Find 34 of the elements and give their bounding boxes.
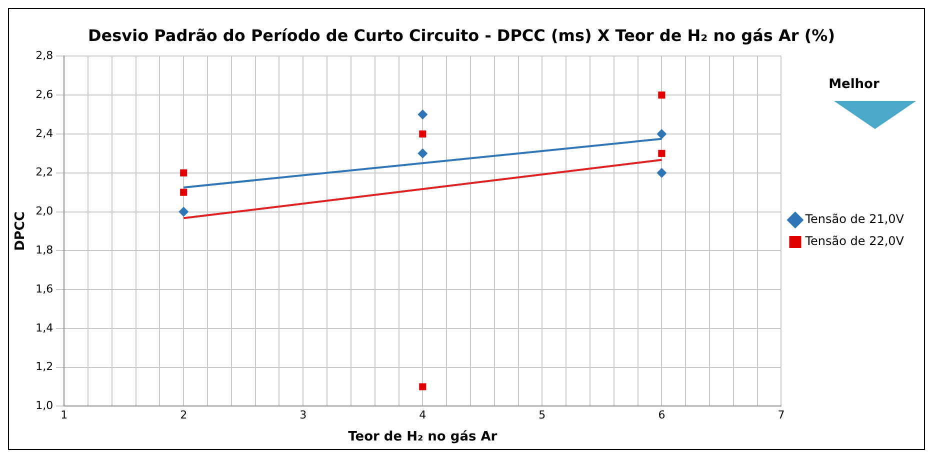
point	[419, 130, 426, 138]
point	[418, 110, 428, 120]
x-tick-label: 1	[60, 408, 68, 422]
y-tick-label: 1,2	[36, 360, 54, 374]
y-tick-label: 1,0	[36, 399, 54, 412]
x-axis-title: Teor de H₂ no gás Ar	[348, 430, 498, 445]
x-tick-label: 4	[419, 408, 426, 422]
point	[656, 128, 667, 139]
point	[418, 148, 428, 158]
x-tick-label: 6	[658, 408, 666, 422]
y-tick-label: 2,6	[36, 88, 54, 101]
legend-label: Tensão de 22,0V	[804, 234, 905, 248]
legend-label: Tensão de 21,0V	[804, 212, 905, 226]
point	[658, 92, 666, 99]
x-tick-label: 3	[300, 408, 307, 422]
y-tick-label: 2,2	[36, 166, 54, 179]
x-tick-label: 2	[180, 408, 188, 422]
point	[180, 188, 188, 196]
point	[180, 169, 188, 176]
x-tick-label: 5	[538, 408, 546, 422]
point	[419, 383, 426, 390]
text: Melhor	[828, 77, 880, 92]
point	[178, 206, 189, 217]
y-tick-label: 2,4	[36, 126, 54, 140]
y-tick-label: 1,6	[36, 282, 54, 296]
point	[658, 150, 666, 157]
y-tick-label: 1,4	[36, 321, 54, 334]
y-axis-title: DPCC	[13, 211, 28, 251]
x-tick-label: 7	[778, 408, 785, 422]
y-tick-label: 2,8	[36, 49, 54, 62]
chart-title: Desvio Padrão do Período de Curto Circuito - DPCC (ms) X Teor de H₂ no gás Ar (%)	[88, 26, 836, 45]
point	[656, 168, 667, 178]
y-tick-label: 1,8	[36, 244, 54, 257]
y-tick-label: 2,0	[36, 204, 54, 218]
